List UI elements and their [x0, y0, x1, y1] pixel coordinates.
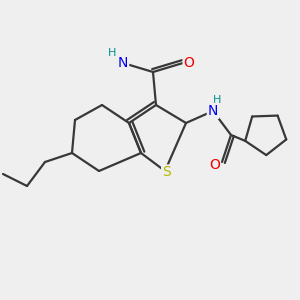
Text: H: H [213, 94, 222, 105]
Text: H: H [108, 47, 117, 58]
Text: N: N [208, 104, 218, 118]
Text: O: O [209, 158, 220, 172]
Text: N: N [118, 56, 128, 70]
Text: S: S [162, 166, 171, 179]
Text: O: O [184, 56, 194, 70]
